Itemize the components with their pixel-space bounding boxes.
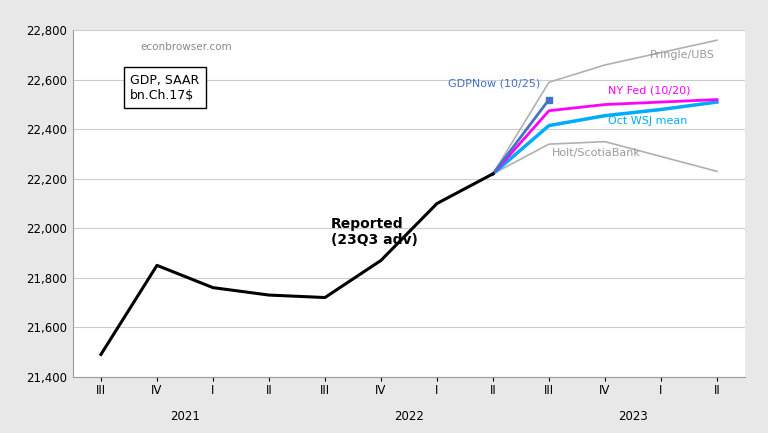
Text: GDP, SAAR
bn.Ch.17$: GDP, SAAR bn.Ch.17$ — [130, 74, 200, 102]
Text: NY Fed (10/20): NY Fed (10/20) — [607, 86, 690, 96]
Text: Reported
(23Q3 adv): Reported (23Q3 adv) — [330, 217, 418, 247]
Text: 2022: 2022 — [394, 410, 424, 423]
Text: Holt/ScotiaBank: Holt/ScotiaBank — [551, 148, 641, 158]
Text: GDPNow (10/25): GDPNow (10/25) — [449, 78, 541, 88]
Text: 2023: 2023 — [618, 410, 648, 423]
Text: 2021: 2021 — [170, 410, 200, 423]
Text: econbrowser.com: econbrowser.com — [141, 42, 232, 52]
Text: Oct WSJ mean: Oct WSJ mean — [607, 116, 687, 126]
Text: Pringle/UBS: Pringle/UBS — [650, 50, 715, 60]
